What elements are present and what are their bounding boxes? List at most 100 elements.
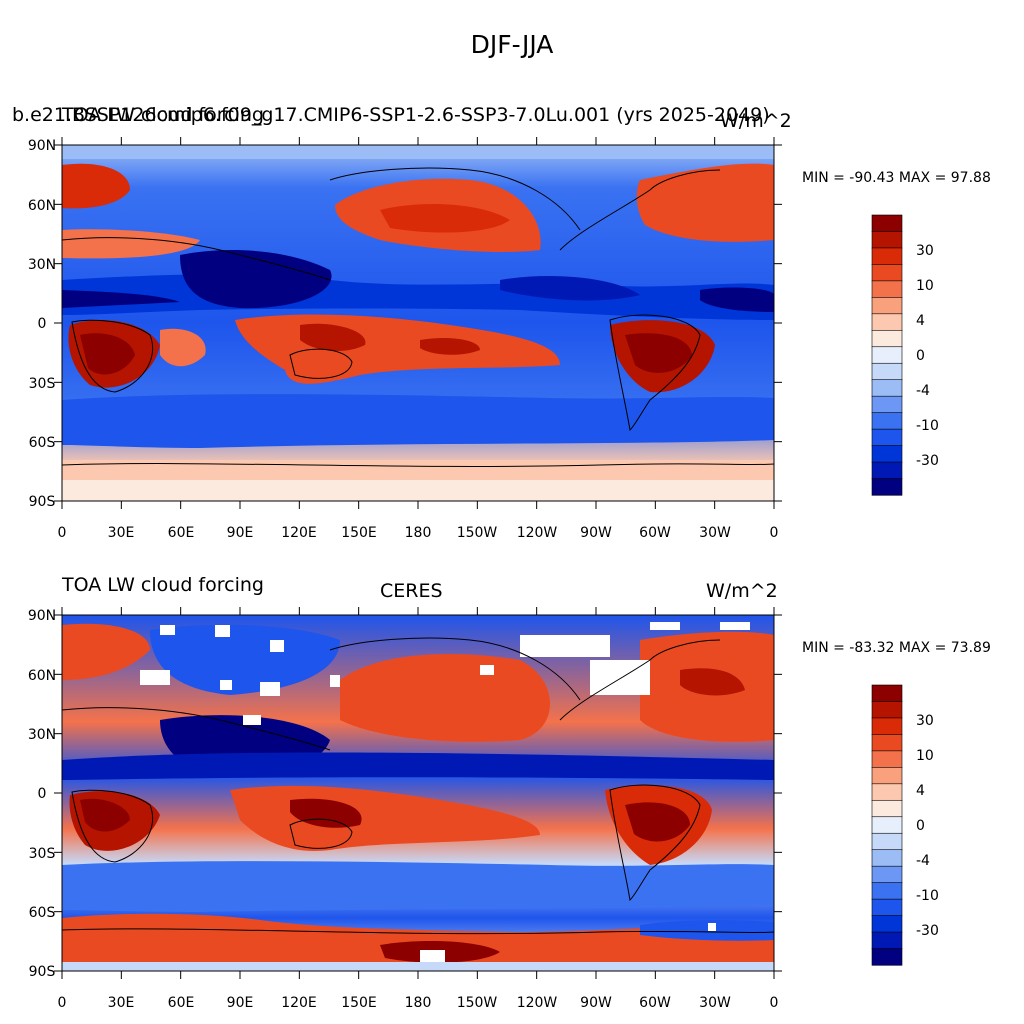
legend-color-box <box>871 231 903 249</box>
lat-tick: 30N <box>28 257 56 273</box>
panel1-tick-marks <box>54 137 782 509</box>
lat-tick: 30S <box>29 376 56 392</box>
legend-label: 0 <box>916 348 925 364</box>
legend-color-box <box>871 882 903 900</box>
legend-color-box <box>871 428 903 447</box>
legend-color-box <box>871 329 903 348</box>
lon-tick: 150W <box>457 525 498 541</box>
panel2-map-frame <box>61 614 775 972</box>
lon-tick: 30W <box>699 525 731 541</box>
legend-color-box <box>871 734 903 752</box>
legend-label: 4 <box>916 313 925 329</box>
legend-label: 30 <box>916 713 934 729</box>
lon-tick: 60W <box>639 525 671 541</box>
lon-tick: 150W <box>457 995 498 1011</box>
panel2-units: W/m^2 <box>706 580 778 602</box>
legend-color-box <box>871 412 903 430</box>
panel2-coastlines <box>62 637 774 935</box>
legend-label: -10 <box>916 888 939 904</box>
panel2-legend: 30 10 4 0 -4 -10 -30 <box>871 684 939 966</box>
legend-label: -30 <box>916 923 939 939</box>
lon-tick: 90W <box>580 525 612 541</box>
legend-color-box <box>871 948 903 966</box>
legend-color-box <box>871 865 903 884</box>
legend-label: 4 <box>916 783 925 799</box>
legend-color-box <box>871 799 903 818</box>
legend-label: 10 <box>916 278 934 294</box>
lat-tick: 60N <box>28 198 56 214</box>
lat-tick: 90N <box>28 608 56 624</box>
legend-color-box <box>871 750 903 768</box>
panel2-center-title: CERES <box>380 580 443 602</box>
panel1-units: W/m^2 <box>720 110 792 132</box>
legend-color-box <box>871 280 903 298</box>
lon-tick: 60W <box>639 995 671 1011</box>
legend-color-box <box>871 816 903 834</box>
panel1-field <box>62 145 774 501</box>
panel1-coastlines <box>62 167 774 467</box>
legend-color-box <box>871 478 903 496</box>
lon-tick: 90E <box>227 995 254 1011</box>
panel1-lat-ticks: 90N 60N 30N 0 30S 60S 90S <box>28 138 56 510</box>
lon-tick: 0 <box>770 995 779 1011</box>
legend-color-box <box>871 346 903 364</box>
lat-tick: 0 <box>38 786 47 802</box>
lon-tick: 90E <box>227 525 254 541</box>
lat-tick: 60S <box>29 905 56 921</box>
lon-tick: 30W <box>699 995 731 1011</box>
panel2-lat-ticks: 90N 60N 30N 0 30S 60S 90S <box>28 608 56 980</box>
legend-label: 10 <box>916 748 934 764</box>
lat-tick: 30N <box>28 727 56 743</box>
legend-color-box <box>871 767 903 785</box>
legend-color-box <box>871 717 903 736</box>
lon-tick: 60E <box>168 525 195 541</box>
lon-tick: 120W <box>517 995 558 1011</box>
lon-tick: 180 <box>405 525 432 541</box>
lon-tick: 0 <box>770 525 779 541</box>
legend-color-box <box>871 915 903 933</box>
lat-tick: 90S <box>29 494 56 510</box>
lon-tick: 60E <box>168 995 195 1011</box>
lat-tick: 0 <box>38 316 47 332</box>
panel1-map-frame <box>61 144 775 502</box>
legend-color-box <box>871 395 903 414</box>
legend-color-box <box>871 214 903 233</box>
lat-tick: 60S <box>29 435 56 451</box>
panel2-min-max: MIN = -83.32 MAX = 73.89 <box>802 640 991 656</box>
panel2-left-title: TOA LW cloud forcing <box>62 574 264 596</box>
legend-color-box <box>871 264 903 282</box>
lat-tick: 30S <box>29 846 56 862</box>
legend-color-box <box>871 684 903 703</box>
lon-tick: 0 <box>58 525 67 541</box>
legend-color-box <box>871 297 903 315</box>
lat-tick: 60N <box>28 668 56 684</box>
panel2-field <box>62 615 774 971</box>
lon-tick: 150E <box>341 995 377 1011</box>
legend-color-box <box>871 931 903 950</box>
lon-tick: 120E <box>281 525 317 541</box>
panel1-legend: 30 10 4 0 -4 -10 -30 <box>871 214 939 496</box>
lon-tick: 180 <box>405 995 432 1011</box>
figure-title: DJF-JJA <box>470 30 554 59</box>
legend-color-box <box>871 783 903 801</box>
legend-color-box <box>871 849 903 867</box>
panel2-tick-marks <box>54 607 782 979</box>
panel1-left-title: b.e21.BSSP126cmip6.f09_g17.CMIP6-SSP1-2.… <box>12 104 770 126</box>
panel1-min-max: MIN = -90.43 MAX = 97.88 <box>802 170 991 186</box>
lat-tick: 90S <box>29 964 56 980</box>
lon-tick: 30E <box>108 525 135 541</box>
legend-label: 30 <box>916 243 934 259</box>
legend-color-box <box>871 701 903 719</box>
lon-tick: 30E <box>108 995 135 1011</box>
legend-color-box <box>871 362 903 381</box>
legend-label: -4 <box>916 853 930 869</box>
lon-tick: 90W <box>580 995 612 1011</box>
legend-color-box <box>871 898 903 917</box>
legend-color-box <box>871 461 903 480</box>
legend-label: -30 <box>916 453 939 469</box>
legend-color-box <box>871 379 903 397</box>
panel1-map-svg: 90N 60N 30N 0 30S 60S 90S 0 30E 60E 90E … <box>28 137 939 541</box>
panel1-overlay-title: TOA LW cloud forcing <box>62 104 264 126</box>
lon-tick: 120E <box>281 995 317 1011</box>
lat-tick: 90N <box>28 138 56 154</box>
